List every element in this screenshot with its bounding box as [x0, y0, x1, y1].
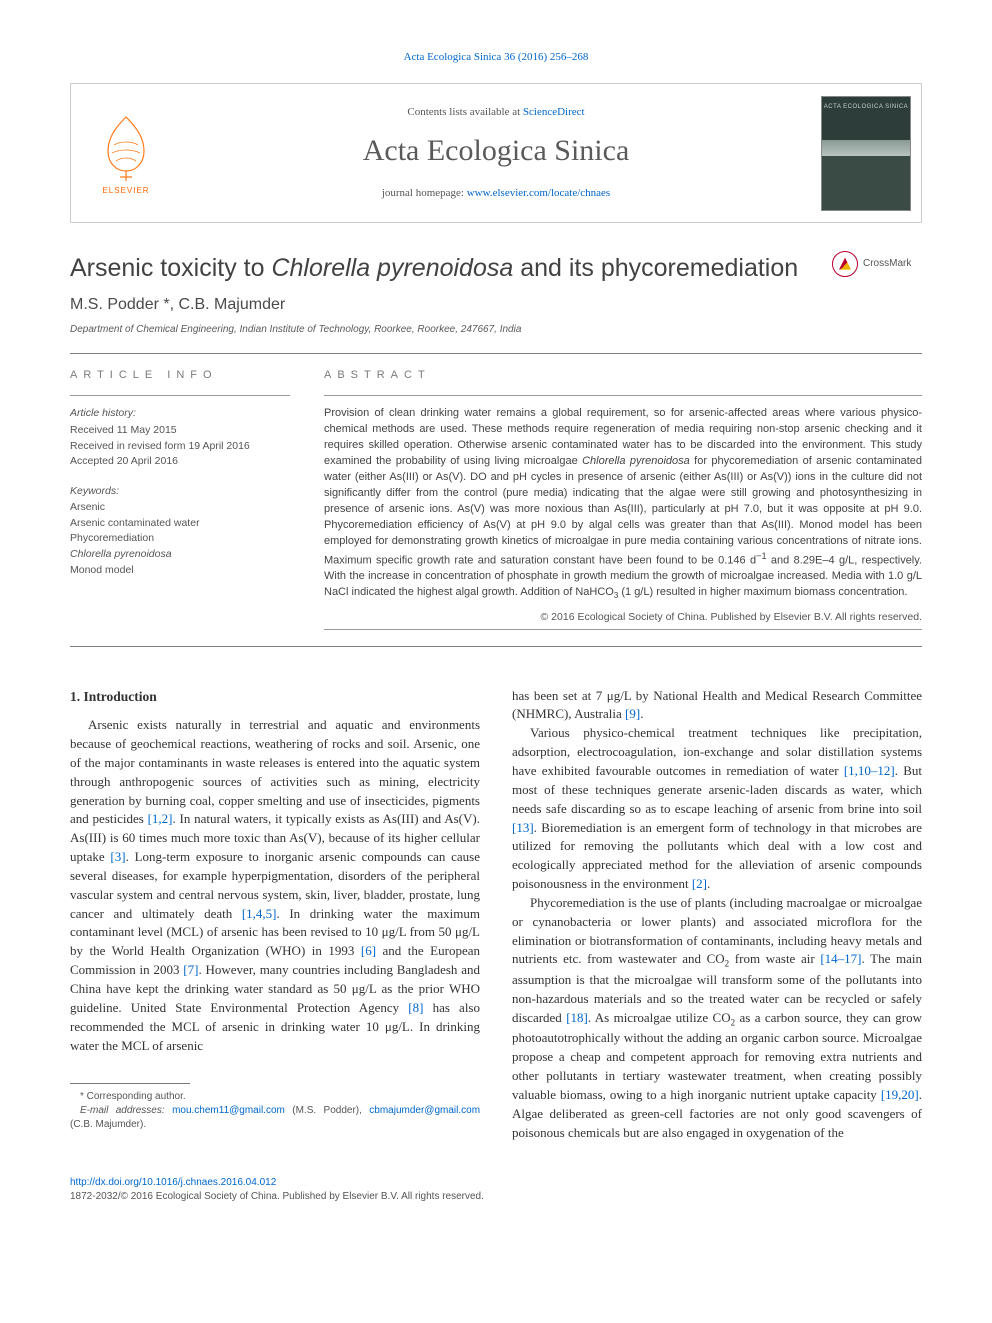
abstract-text: Provision of clean drinking water remain…	[324, 406, 922, 602]
running-head-link[interactable]: Acta Ecologica Sinica 36 (2016) 256–268	[404, 51, 589, 63]
elsevier-tree-icon	[94, 111, 158, 183]
title-part-1: Arsenic toxicity to	[70, 254, 271, 282]
paragraph: Various physico-chemical treatment techn…	[512, 724, 922, 894]
footnote-rule	[70, 1083, 190, 1084]
authors-text: M.S. Podder *, C.B. Majumder	[70, 296, 285, 313]
running-head: Acta Ecologica Sinica 36 (2016) 256–268	[70, 50, 922, 65]
footnote-emails: E-mail addresses: mou.chem11@gmail.com (…	[70, 1104, 480, 1132]
keywords-heading: Keywords:	[70, 484, 290, 499]
masthead: ELSEVIER Contents lists available at Sci…	[70, 83, 922, 223]
contents-available: Contents lists available at ScienceDirec…	[407, 105, 584, 120]
title-row: Arsenic toxicity to Chlorella pyrenoidos…	[70, 251, 922, 286]
divider	[324, 395, 922, 396]
keyword: Phycoremediation	[70, 531, 290, 547]
keyword: Arsenic contaminated water	[70, 516, 290, 532]
divider	[324, 629, 922, 630]
divider	[70, 395, 290, 396]
crossmark-label: CrossMark	[863, 257, 911, 271]
elsevier-logo-text: ELSEVIER	[102, 185, 149, 196]
journal-cover-title: ACTA ECOLOGICA SINICA	[822, 103, 910, 111]
keyword: Arsenic	[70, 500, 290, 516]
article-info: article info Article history: Received 1…	[70, 368, 290, 630]
meta-row: article info Article history: Received 1…	[70, 368, 922, 630]
divider	[70, 353, 922, 354]
footnote-corresponding: * Corresponding author.	[70, 1090, 480, 1104]
authors: M.S. Podder *, C.B. Majumder	[70, 294, 922, 316]
publisher-logo-cell: ELSEVIER	[71, 84, 181, 222]
history-line: Received in revised form 19 April 2016	[70, 439, 290, 455]
history-heading: Article history:	[70, 406, 290, 421]
article-title: Arsenic toxicity to Chlorella pyrenoidos…	[70, 251, 814, 286]
keyword: Monod model	[70, 563, 290, 579]
homepage-link[interactable]: www.elsevier.com/locate/chnaes	[467, 187, 610, 199]
abstract: abstract Provision of clean drinking wat…	[324, 368, 922, 630]
elsevier-logo: ELSEVIER	[86, 103, 166, 203]
masthead-center: Contents lists available at ScienceDirec…	[181, 84, 811, 222]
paragraph: Phycoremediation is the use of plants (i…	[512, 894, 922, 1143]
journal-name: Acta Ecologica Sinica	[363, 130, 630, 172]
paragraph: Arsenic exists naturally in terrestrial …	[70, 716, 480, 1055]
emails-label: E-mail addresses:	[80, 1105, 165, 1116]
column-left: 1. Introduction Arsenic exists naturally…	[70, 687, 480, 1143]
affiliation: Department of Chemical Engineering, Indi…	[70, 323, 922, 337]
paragraph: has been set at 7 μg/L by National Healt…	[512, 687, 922, 725]
page-footer: http://dx.doi.org/10.1016/j.chnaes.2016.…	[70, 1176, 922, 1204]
contents-prefix: Contents lists available at	[407, 106, 522, 118]
divider	[70, 646, 922, 647]
column-right: has been set at 7 μg/L by National Healt…	[512, 687, 922, 1143]
email-link-2[interactable]: cbmajumder@gmail.com	[369, 1105, 480, 1116]
email-who-1: (M.S. Podder),	[285, 1105, 369, 1116]
email-who-2: (C.B. Majumder).	[70, 1119, 146, 1130]
homepage-prefix: journal homepage:	[382, 187, 467, 199]
section-heading: 1. Introduction	[70, 687, 480, 707]
history-line: Accepted 20 April 2016	[70, 454, 290, 470]
history-line: Received 11 May 2015	[70, 423, 290, 439]
email-link-1[interactable]: mou.chem11@gmail.com	[172, 1105, 285, 1116]
abstract-copyright: © 2016 Ecological Society of China. Publ…	[324, 610, 922, 625]
abstract-label: abstract	[324, 368, 922, 383]
sciencedirect-link[interactable]: ScienceDirect	[523, 106, 585, 118]
footer-rights: 1872-2032/© 2016 Ecological Society of C…	[70, 1191, 484, 1202]
journal-cover-cell: ACTA ECOLOGICA SINICA	[811, 84, 921, 222]
journal-homepage: journal homepage: www.elsevier.com/locat…	[382, 186, 610, 201]
crossmark-icon	[832, 251, 858, 277]
title-part-italic: Chlorella pyrenoidosa	[271, 254, 513, 282]
article-info-label: article info	[70, 368, 290, 383]
body-columns: 1. Introduction Arsenic exists naturally…	[70, 687, 922, 1143]
doi-link[interactable]: http://dx.doi.org/10.1016/j.chnaes.2016.…	[70, 1177, 276, 1188]
journal-cover-icon: ACTA ECOLOGICA SINICA	[821, 96, 911, 211]
title-part-3: and its phycoremediation	[513, 254, 798, 282]
keyword: Chlorella pyrenoidosa	[70, 547, 290, 563]
crossmark-badge[interactable]: CrossMark	[832, 251, 922, 277]
